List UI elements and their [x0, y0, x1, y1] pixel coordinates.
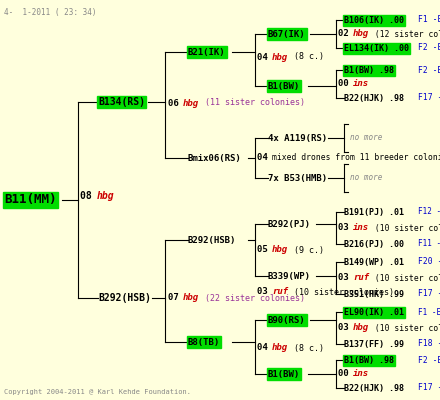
- Text: B1(BW) .98: B1(BW) .98: [344, 66, 394, 74]
- Text: 08: 08: [80, 191, 98, 201]
- Text: 04: 04: [257, 52, 273, 62]
- Text: hbg: hbg: [272, 344, 288, 352]
- Text: (10 sister colonies): (10 sister colonies): [289, 288, 394, 296]
- Text: B216(PJ) .00: B216(PJ) .00: [344, 240, 404, 248]
- Text: B11(MM): B11(MM): [4, 194, 56, 206]
- Text: F20 -Sinop62R: F20 -Sinop62R: [418, 258, 440, 266]
- Text: no more: no more: [350, 134, 382, 142]
- Text: B1(BW) .98: B1(BW) .98: [344, 356, 394, 364]
- Text: F1 -E4(Skane-B): F1 -E4(Skane-B): [418, 308, 440, 316]
- Text: hbg: hbg: [353, 324, 369, 332]
- Text: B22(HJK) .98: B22(HJK) .98: [344, 94, 404, 102]
- Text: B8(TB): B8(TB): [188, 338, 220, 346]
- Text: F17 -Sinop62R: F17 -Sinop62R: [418, 384, 440, 392]
- Text: ins: ins: [353, 224, 369, 232]
- Text: ruf: ruf: [272, 288, 288, 296]
- Text: B292(PJ): B292(PJ): [268, 220, 311, 228]
- Text: F2 -B1(BW): F2 -B1(BW): [418, 66, 440, 74]
- Text: B22(HJK) .98: B22(HJK) .98: [344, 384, 404, 392]
- Text: hbg: hbg: [272, 52, 288, 62]
- Text: 07: 07: [168, 294, 184, 302]
- Text: (10 sister colonies): (10 sister colonies): [370, 324, 440, 332]
- Text: F2 -B1(BW): F2 -B1(BW): [418, 356, 440, 364]
- Text: Bmix06(RS): Bmix06(RS): [188, 154, 242, 162]
- Text: no more: no more: [350, 174, 382, 182]
- Text: 04: 04: [257, 344, 273, 352]
- Text: 7x B53(HMB): 7x B53(HMB): [268, 174, 327, 182]
- Text: 4x A119(RS): 4x A119(RS): [268, 134, 327, 142]
- Text: F1 -EO537: F1 -EO537: [418, 16, 440, 24]
- Text: F2 -EO408: F2 -EO408: [418, 44, 440, 52]
- Text: F12 -AthosSt80R: F12 -AthosSt80R: [418, 208, 440, 216]
- Text: EL90(IK) .01: EL90(IK) .01: [344, 308, 404, 316]
- Text: F17 -Sinop62R: F17 -Sinop62R: [418, 290, 440, 298]
- Text: (10 sister colonies): (10 sister colonies): [370, 274, 440, 282]
- Text: hbg: hbg: [97, 191, 115, 201]
- Text: B149(WP) .01: B149(WP) .01: [344, 258, 404, 266]
- Text: B67(IK): B67(IK): [268, 30, 306, 38]
- Text: B134(RS): B134(RS): [98, 97, 145, 107]
- Text: B1(BW): B1(BW): [268, 370, 300, 378]
- Text: F18 -Sinop62R: F18 -Sinop62R: [418, 340, 440, 348]
- Text: (11 sister colonies): (11 sister colonies): [200, 98, 305, 108]
- Text: B191(PJ) .01: B191(PJ) .01: [344, 208, 404, 216]
- Text: hbg: hbg: [183, 294, 199, 302]
- Text: mixed drones from 11 breeder colonies: mixed drones from 11 breeder colonies: [272, 154, 440, 162]
- Text: B90(RS): B90(RS): [268, 316, 306, 324]
- Text: 06: 06: [168, 98, 184, 108]
- Text: 04: 04: [257, 154, 273, 162]
- Text: B339(WP): B339(WP): [268, 272, 311, 280]
- Text: Copyright 2004-2011 @ Karl Kehde Foundation.: Copyright 2004-2011 @ Karl Kehde Foundat…: [4, 389, 191, 395]
- Text: (8 c.): (8 c.): [289, 344, 324, 352]
- Text: (8 c.): (8 c.): [289, 52, 324, 62]
- Text: 02: 02: [338, 30, 354, 38]
- Text: 03: 03: [338, 324, 354, 332]
- Text: ins: ins: [353, 370, 369, 378]
- Text: hbg: hbg: [272, 246, 288, 254]
- Text: 4-  1-2011 ( 23: 34): 4- 1-2011 ( 23: 34): [4, 8, 96, 17]
- Text: hbg: hbg: [183, 98, 199, 108]
- Text: 00: 00: [338, 80, 354, 88]
- Text: B351(HK) .99: B351(HK) .99: [344, 290, 404, 298]
- Text: 03: 03: [257, 288, 273, 296]
- Text: B21(IK): B21(IK): [188, 48, 226, 56]
- Text: 00: 00: [338, 370, 354, 378]
- Text: 05: 05: [257, 246, 273, 254]
- Text: 03: 03: [338, 224, 354, 232]
- Text: F11 -AthosSt80R: F11 -AthosSt80R: [418, 240, 440, 248]
- Text: (12 sister colonies): (12 sister colonies): [370, 30, 440, 38]
- Text: B1(BW): B1(BW): [268, 82, 300, 90]
- Text: F17 -Sinop62R: F17 -Sinop62R: [418, 94, 440, 102]
- Text: B106(IK) .00: B106(IK) .00: [344, 16, 404, 24]
- Text: ruf: ruf: [353, 274, 369, 282]
- Text: B292(HSB): B292(HSB): [188, 236, 236, 244]
- Text: (9 c.): (9 c.): [289, 246, 324, 254]
- Text: (22 sister colonies): (22 sister colonies): [200, 294, 305, 302]
- Text: B292(HSB): B292(HSB): [98, 293, 151, 303]
- Text: EL134(IK) .00: EL134(IK) .00: [344, 44, 409, 52]
- Text: (10 sister colonies): (10 sister colonies): [370, 224, 440, 232]
- Text: B137(FF) .99: B137(FF) .99: [344, 340, 404, 348]
- Text: hbg: hbg: [353, 30, 369, 38]
- Text: 03: 03: [338, 274, 354, 282]
- Text: ins: ins: [353, 80, 369, 88]
